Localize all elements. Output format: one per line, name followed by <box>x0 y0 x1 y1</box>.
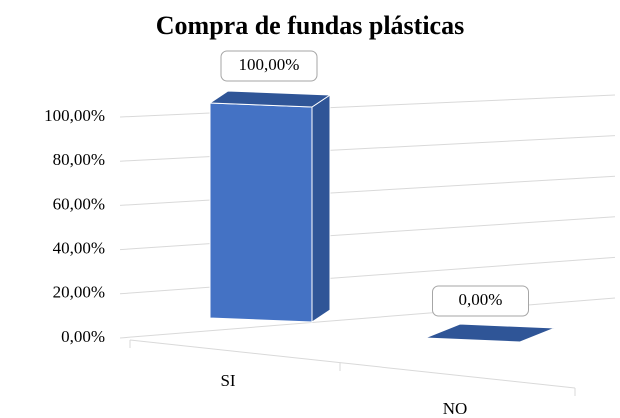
y-tick-label: 100,00% <box>44 106 105 125</box>
grid-line <box>119 175 616 206</box>
bar-side <box>311 94 331 323</box>
x-tick-label: NO <box>443 399 468 418</box>
y-tick-label: 0,00% <box>61 327 105 346</box>
y-tick-label: 20,00% <box>53 283 105 302</box>
bar-front <box>209 102 313 323</box>
grid-line <box>119 216 616 251</box>
data-label-box <box>220 50 318 82</box>
bar <box>424 323 556 343</box>
y-tick-label: 60,00% <box>53 194 105 213</box>
grid-line <box>119 256 616 295</box>
y-tick-label: 40,00% <box>53 239 105 258</box>
grid-line <box>119 135 616 162</box>
grid-line <box>119 94 616 118</box>
bar-top <box>424 323 556 343</box>
bar <box>208 90 332 323</box>
data-label-box <box>432 285 529 317</box>
grid-line <box>119 297 616 339</box>
x-tick-label: SI <box>220 371 235 390</box>
bar-top <box>208 90 332 108</box>
data-label: 0,00% <box>459 290 503 309</box>
y-tick-label: 80,00% <box>53 150 105 169</box>
chart-title: Compra de fundas plásticas <box>156 11 464 40</box>
x-axis-line <box>129 339 576 389</box>
data-label: 100,00% <box>239 55 300 74</box>
